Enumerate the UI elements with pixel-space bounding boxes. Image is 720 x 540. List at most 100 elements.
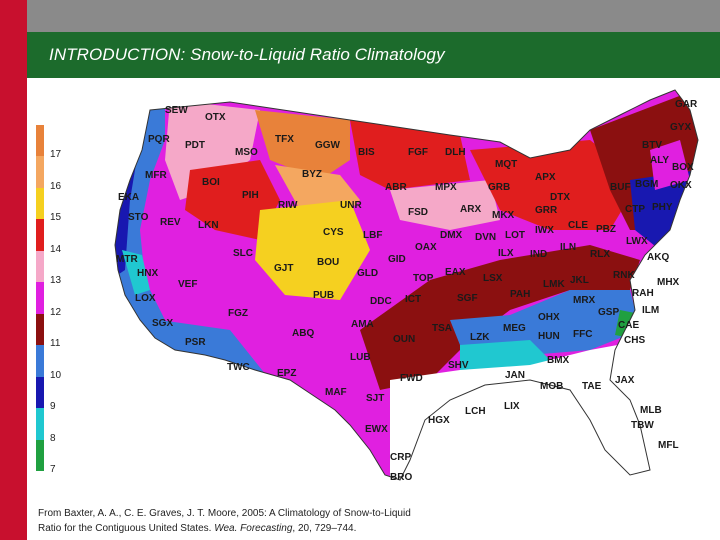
station-label-pqr: PQR: [148, 134, 170, 145]
station-label-bmx: BMX: [547, 355, 570, 366]
station-label-dvn: DVN: [475, 232, 496, 243]
station-label-iln: ILN: [560, 242, 576, 253]
station-label-lot: LOT: [505, 230, 525, 241]
station-label-ict: ICT: [405, 294, 421, 305]
caption-line-2-c: , 20, 729–744.: [292, 523, 357, 534]
station-label-grr: GRR: [535, 205, 558, 216]
title-band: INTRODUCTION: Snow-to-Liquid Ratio Clima…: [27, 32, 720, 78]
station-label-meg: MEG: [503, 323, 526, 334]
station-label-ctp: CTP: [625, 204, 645, 215]
station-label-hun: HUN: [538, 331, 560, 342]
station-label-ind: IND: [530, 249, 547, 260]
station-label-gar: GAR: [675, 99, 698, 110]
station-label-rnk: RNK: [613, 270, 635, 281]
station-label-ama: AMA: [351, 319, 374, 330]
legend-label: 11: [50, 338, 61, 350]
station-label-fgf: FGF: [408, 147, 428, 158]
station-label-lzk: LZK: [470, 332, 490, 343]
station-label-akq: AKQ: [647, 252, 669, 263]
station-label-ggw: GGW: [315, 140, 341, 151]
station-label-tae: TAE: [582, 381, 602, 392]
legend-swatch: [36, 376, 44, 409]
station-label-ffc: FFC: [573, 329, 592, 340]
station-label-gyx: GYX: [670, 122, 691, 133]
station-label-dlh: DLH: [445, 147, 466, 158]
legend-swatch: [36, 313, 44, 346]
legend-label: 7: [50, 464, 56, 475]
station-label-fwd: FWD: [400, 373, 423, 384]
station-label-lkn: LKN: [198, 220, 219, 231]
station-label-ilm: ILM: [642, 305, 659, 316]
left-accent-bar: [0, 0, 27, 540]
station-label-arx: ARX: [460, 204, 481, 215]
legend-label: 14: [50, 243, 62, 255]
station-label-byz: BYZ: [302, 169, 322, 180]
station-label-apx: APX: [535, 172, 556, 183]
legend-label: 17: [50, 149, 62, 161]
station-label-lox: LOX: [135, 293, 156, 304]
station-label-fgz: FGZ: [228, 308, 248, 319]
station-label-gsp: GSP: [598, 307, 619, 318]
station-label-tbw: TBW: [631, 420, 654, 431]
legend-swatch: [36, 125, 44, 157]
station-label-phy: PHY: [652, 202, 673, 213]
station-label-riw: RIW: [278, 200, 298, 211]
legend-swatch: [36, 439, 44, 471]
station-label-chs: CHS: [624, 335, 645, 346]
station-label-mkx: MKX: [492, 210, 515, 221]
station-label-maf: MAF: [325, 387, 347, 398]
station-label-eax: EAX: [445, 267, 466, 278]
station-label-mfl: MFL: [658, 440, 679, 451]
station-label-gld: GLD: [357, 268, 378, 279]
station-label-abr: ABR: [385, 182, 407, 193]
station-label-lub: LUB: [350, 352, 371, 363]
station-label-tfx: TFX: [275, 134, 294, 145]
caption-line-1: From Baxter, A. A., C. E. Graves, J. T. …: [38, 508, 411, 519]
station-label-bis: BIS: [358, 147, 375, 158]
station-label-hgx: HGX: [428, 415, 450, 426]
us-map: SEW OTX PQR PDT TFX GGW BIS FGF DLH MQT GAR GYX BTV A…: [114, 89, 699, 483]
station-label-ohx: OHX: [538, 312, 560, 323]
caption-line-2-a: Ratio for the Contiguous United States.: [38, 523, 215, 534]
station-label-okx: OKX: [670, 180, 692, 191]
station-label-cae: CAE: [618, 320, 639, 331]
station-label-btv: BTV: [642, 140, 662, 151]
legend-label: 13: [50, 275, 62, 287]
station-label-pdt: PDT: [185, 140, 205, 151]
station-label-mrx: MRX: [573, 295, 596, 306]
citation-caption: From Baxter, A. A., C. E. Graves, J. T. …: [38, 506, 458, 536]
station-label-pbz: PBZ: [596, 224, 616, 235]
legend-swatch: [36, 250, 44, 283]
legend-label: 10: [50, 369, 62, 381]
station-label-mso: MSO: [235, 147, 258, 158]
station-label-vef: VEF: [178, 279, 197, 290]
station-label-unr: UNR: [340, 200, 362, 211]
station-label-sew: SEW: [165, 105, 188, 116]
station-label-ilx: ILX: [498, 248, 514, 259]
station-label-grb: GRB: [488, 182, 510, 193]
station-label-mhx: MHX: [657, 277, 680, 288]
station-label-gjt: GJT: [274, 263, 293, 274]
station-label-jan: JAN: [505, 370, 525, 381]
station-label-sjt: SJT: [366, 393, 384, 404]
caption-journal: Wea. Forecasting: [214, 523, 293, 534]
legend-swatch: [36, 156, 44, 188]
station-label-oax: OAX: [415, 242, 437, 253]
station-label-slc: SLC: [233, 248, 253, 259]
station-label-crp: CRP: [390, 452, 411, 463]
station-label-mpx: MPX: [435, 182, 457, 193]
station-label-lix: LIX: [504, 401, 520, 412]
legend-swatch: [36, 345, 44, 377]
legend-swatch: [36, 187, 44, 220]
station-label-oun: OUN: [393, 334, 415, 345]
station-label-shv: SHV: [448, 360, 469, 371]
station-label-jkl: JKL: [570, 275, 589, 286]
station-label-psr: PSR: [185, 337, 206, 348]
legend-label: 15: [50, 212, 62, 224]
legend-swatch: [36, 219, 44, 251]
station-label-mob: MOB: [540, 381, 563, 392]
legend-label: 8: [50, 432, 56, 444]
station-label-buf: BUF: [610, 182, 631, 193]
legend-label: 9: [50, 401, 56, 413]
caption-line-2: Ratio for the Contiguous United States. …: [38, 521, 458, 536]
